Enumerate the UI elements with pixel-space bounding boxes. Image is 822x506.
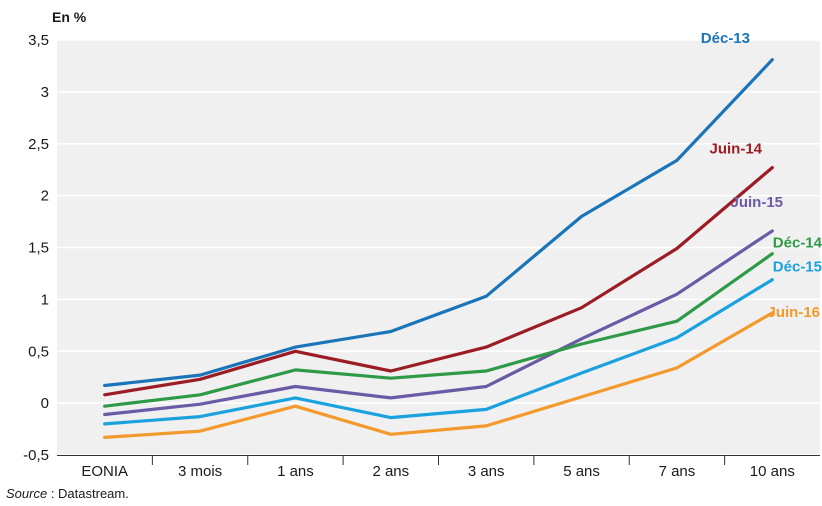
y-tick-label: 1 (41, 291, 49, 308)
y-axis: -0,5 0 0,5 1 1,5 2 2,5 3 3,5 (23, 32, 49, 464)
series-line (103, 166, 774, 397)
x-tick-label: 1 ans (277, 463, 314, 480)
y-tick-label: 3,5 (28, 32, 49, 49)
series-line (103, 278, 774, 426)
x-tick-label: 3 ans (468, 463, 505, 480)
gridlines (57, 39, 820, 456)
source-text: : Datastream. (47, 486, 129, 501)
y-tick-label: 0,5 (28, 343, 49, 360)
series-line (103, 311, 774, 439)
x-axis: EONIA 3 mois 1 ans 2 ans 3 ans 5 ans 7 ans 10 a… (57, 455, 820, 480)
x-tick-label: 2 ans (372, 463, 409, 480)
x-tick-label: 7 ans (659, 463, 696, 480)
y-tick-label: 2,5 (28, 136, 49, 153)
series-label: Déc-14 (773, 235, 822, 252)
x-tick-label: 3 mois (178, 463, 222, 480)
series-label: Juin-16 (767, 304, 820, 321)
x-tick-label: 5 ans (563, 463, 600, 480)
y-tick-label: -0,5 (23, 447, 49, 464)
series-label: Juin-14 (709, 141, 762, 158)
source-label: Source (6, 486, 48, 501)
x-tick-label: EONIA (81, 463, 128, 480)
series-line (103, 252, 774, 408)
series-label: Juin-15 (730, 194, 783, 211)
y-tick-label: 0 (41, 395, 49, 412)
y-tick-label: 2 (41, 188, 49, 205)
series-line (103, 58, 774, 388)
x-tick-label: 10 ans (750, 463, 795, 480)
series-label: Déc-15 (773, 259, 822, 276)
series-labels: Déc-13 Juin-14 Juin-15 Déc-14 Déc-15 Juin-16 (701, 30, 822, 321)
y-unit-label: En % (52, 9, 87, 25)
series-label: Déc-13 (701, 30, 750, 47)
y-tick-label: 3 (41, 84, 49, 101)
series-line (103, 229, 774, 417)
line-chart: -0,5 0 0,5 1 1,5 2 2,5 3 3,5 EONIA 3 mois 1 ans 2 a… (23, 9, 822, 480)
y-tick-label: 1,5 (28, 240, 49, 257)
source-note: Source : Datastream. (6, 486, 129, 501)
series-lines (103, 58, 774, 439)
